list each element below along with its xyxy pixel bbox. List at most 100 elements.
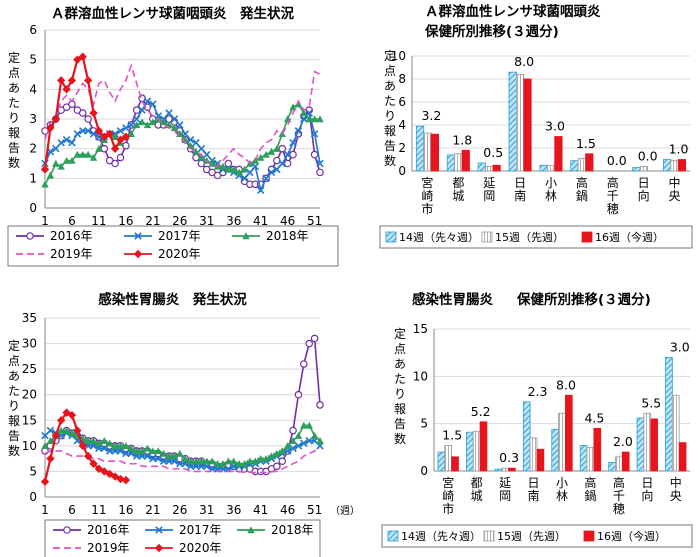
data-point: [40, 477, 50, 486]
legend-frame: [44, 519, 321, 557]
y-tick-label: 1: [29, 171, 37, 185]
data-point: [278, 144, 287, 153]
data-point: [149, 100, 157, 108]
data-label: 3.0: [545, 119, 565, 134]
bar: [663, 159, 672, 172]
data-label: 0.3: [499, 450, 519, 465]
bar: [522, 401, 531, 472]
data-point: [67, 76, 77, 85]
y-tick-label: 10: [22, 439, 37, 453]
svg-text:高: 高: [607, 175, 619, 190]
data-point: [213, 460, 222, 467]
bar: [501, 467, 509, 472]
svg-text:高: 高: [613, 475, 625, 490]
data-point: [111, 159, 119, 168]
data-point: [202, 150, 211, 159]
data-point: [170, 124, 179, 132]
bar: [477, 162, 486, 172]
data-point: [267, 147, 276, 155]
data-point: [62, 136, 71, 144]
y-tick-label: 30: [22, 337, 37, 351]
data-point: [310, 115, 319, 123]
svg-text:告: 告: [394, 417, 406, 431]
bar: [529, 437, 538, 472]
legend-label: 2018年: [266, 229, 309, 243]
data-label: 1.5: [442, 427, 462, 442]
y-tick-label: 5: [29, 464, 37, 478]
data-point: [89, 437, 98, 444]
data-point: [316, 159, 324, 168]
series-2020年: [40, 52, 131, 174]
data-point: [127, 121, 136, 129]
svg-text:点: 点: [384, 64, 396, 78]
svg-text:数: 数: [8, 155, 20, 170]
bar: [492, 164, 501, 172]
x-tick-label: 36: [226, 503, 241, 517]
legend-frame: [379, 225, 693, 249]
data-point: [46, 454, 55, 463]
data-point: [106, 439, 114, 447]
bar: [423, 132, 432, 172]
data-point: [197, 153, 206, 161]
data-point: [62, 408, 71, 417]
bar: [554, 136, 563, 172]
bar: [570, 160, 579, 172]
data-point: [46, 437, 55, 444]
data-point: [57, 138, 65, 147]
bar: [523, 78, 532, 172]
y-tick-label: 6: [398, 95, 406, 109]
data-point: [57, 162, 65, 170]
bar: [539, 164, 548, 172]
svg-text:告: 告: [8, 141, 20, 155]
x-tick-label: 延岡: [483, 176, 495, 203]
x-tick-label: 26: [172, 503, 187, 517]
data-point: [138, 447, 146, 455]
data-point: [154, 447, 162, 455]
data-label: 3.0: [670, 339, 690, 354]
x-tick-label: 小林: [556, 476, 568, 503]
data-point: [300, 115, 308, 123]
svg-text:市: 市: [421, 201, 433, 216]
data-label: 0.0: [638, 148, 658, 163]
data-point: [121, 132, 131, 141]
y-tick-label: 3: [29, 112, 37, 126]
data-point: [121, 475, 131, 485]
bar: [461, 149, 470, 172]
legend-label: 2017年: [179, 523, 222, 537]
data-point: [84, 115, 92, 123]
data-point: [68, 156, 76, 164]
data-point: [176, 449, 184, 457]
data-point: [51, 431, 60, 440]
data-point: [62, 426, 71, 434]
data-label: 1.5: [576, 136, 596, 151]
data-point: [165, 452, 173, 460]
svg-text:あ: あ: [384, 79, 396, 93]
svg-text:日: 日: [528, 476, 540, 490]
data-point: [203, 457, 211, 465]
legend: 2016年 2017年 2018年 2019年 2020年: [44, 519, 321, 557]
data-point: [67, 410, 77, 420]
bar: [615, 456, 623, 472]
svg-text:あ: あ: [8, 81, 20, 95]
svg-text:千: 千: [613, 489, 625, 503]
data-label: 5.2: [471, 404, 491, 419]
y-tick-label: 15: [22, 413, 37, 427]
svg-text:中: 中: [670, 475, 682, 490]
bar: [593, 427, 602, 472]
legend-swatch: [483, 530, 495, 542]
legend-label: 2019年: [50, 247, 93, 261]
chart-title: 感染性胃腸炎 発生状況: [98, 291, 247, 308]
bar: [586, 446, 595, 472]
bar: [579, 445, 588, 472]
data-point: [256, 153, 265, 161]
bar: [536, 448, 545, 472]
svg-text:延: 延: [483, 176, 495, 190]
svg-text:穂: 穂: [613, 502, 625, 516]
data-point: [316, 401, 324, 409]
svg-text:定: 定: [384, 48, 396, 63]
data-label: 3.2: [421, 108, 441, 123]
svg-text:城: 城: [471, 489, 483, 503]
y-tick-label: 0: [29, 490, 37, 504]
svg-text:崎: 崎: [442, 489, 454, 503]
